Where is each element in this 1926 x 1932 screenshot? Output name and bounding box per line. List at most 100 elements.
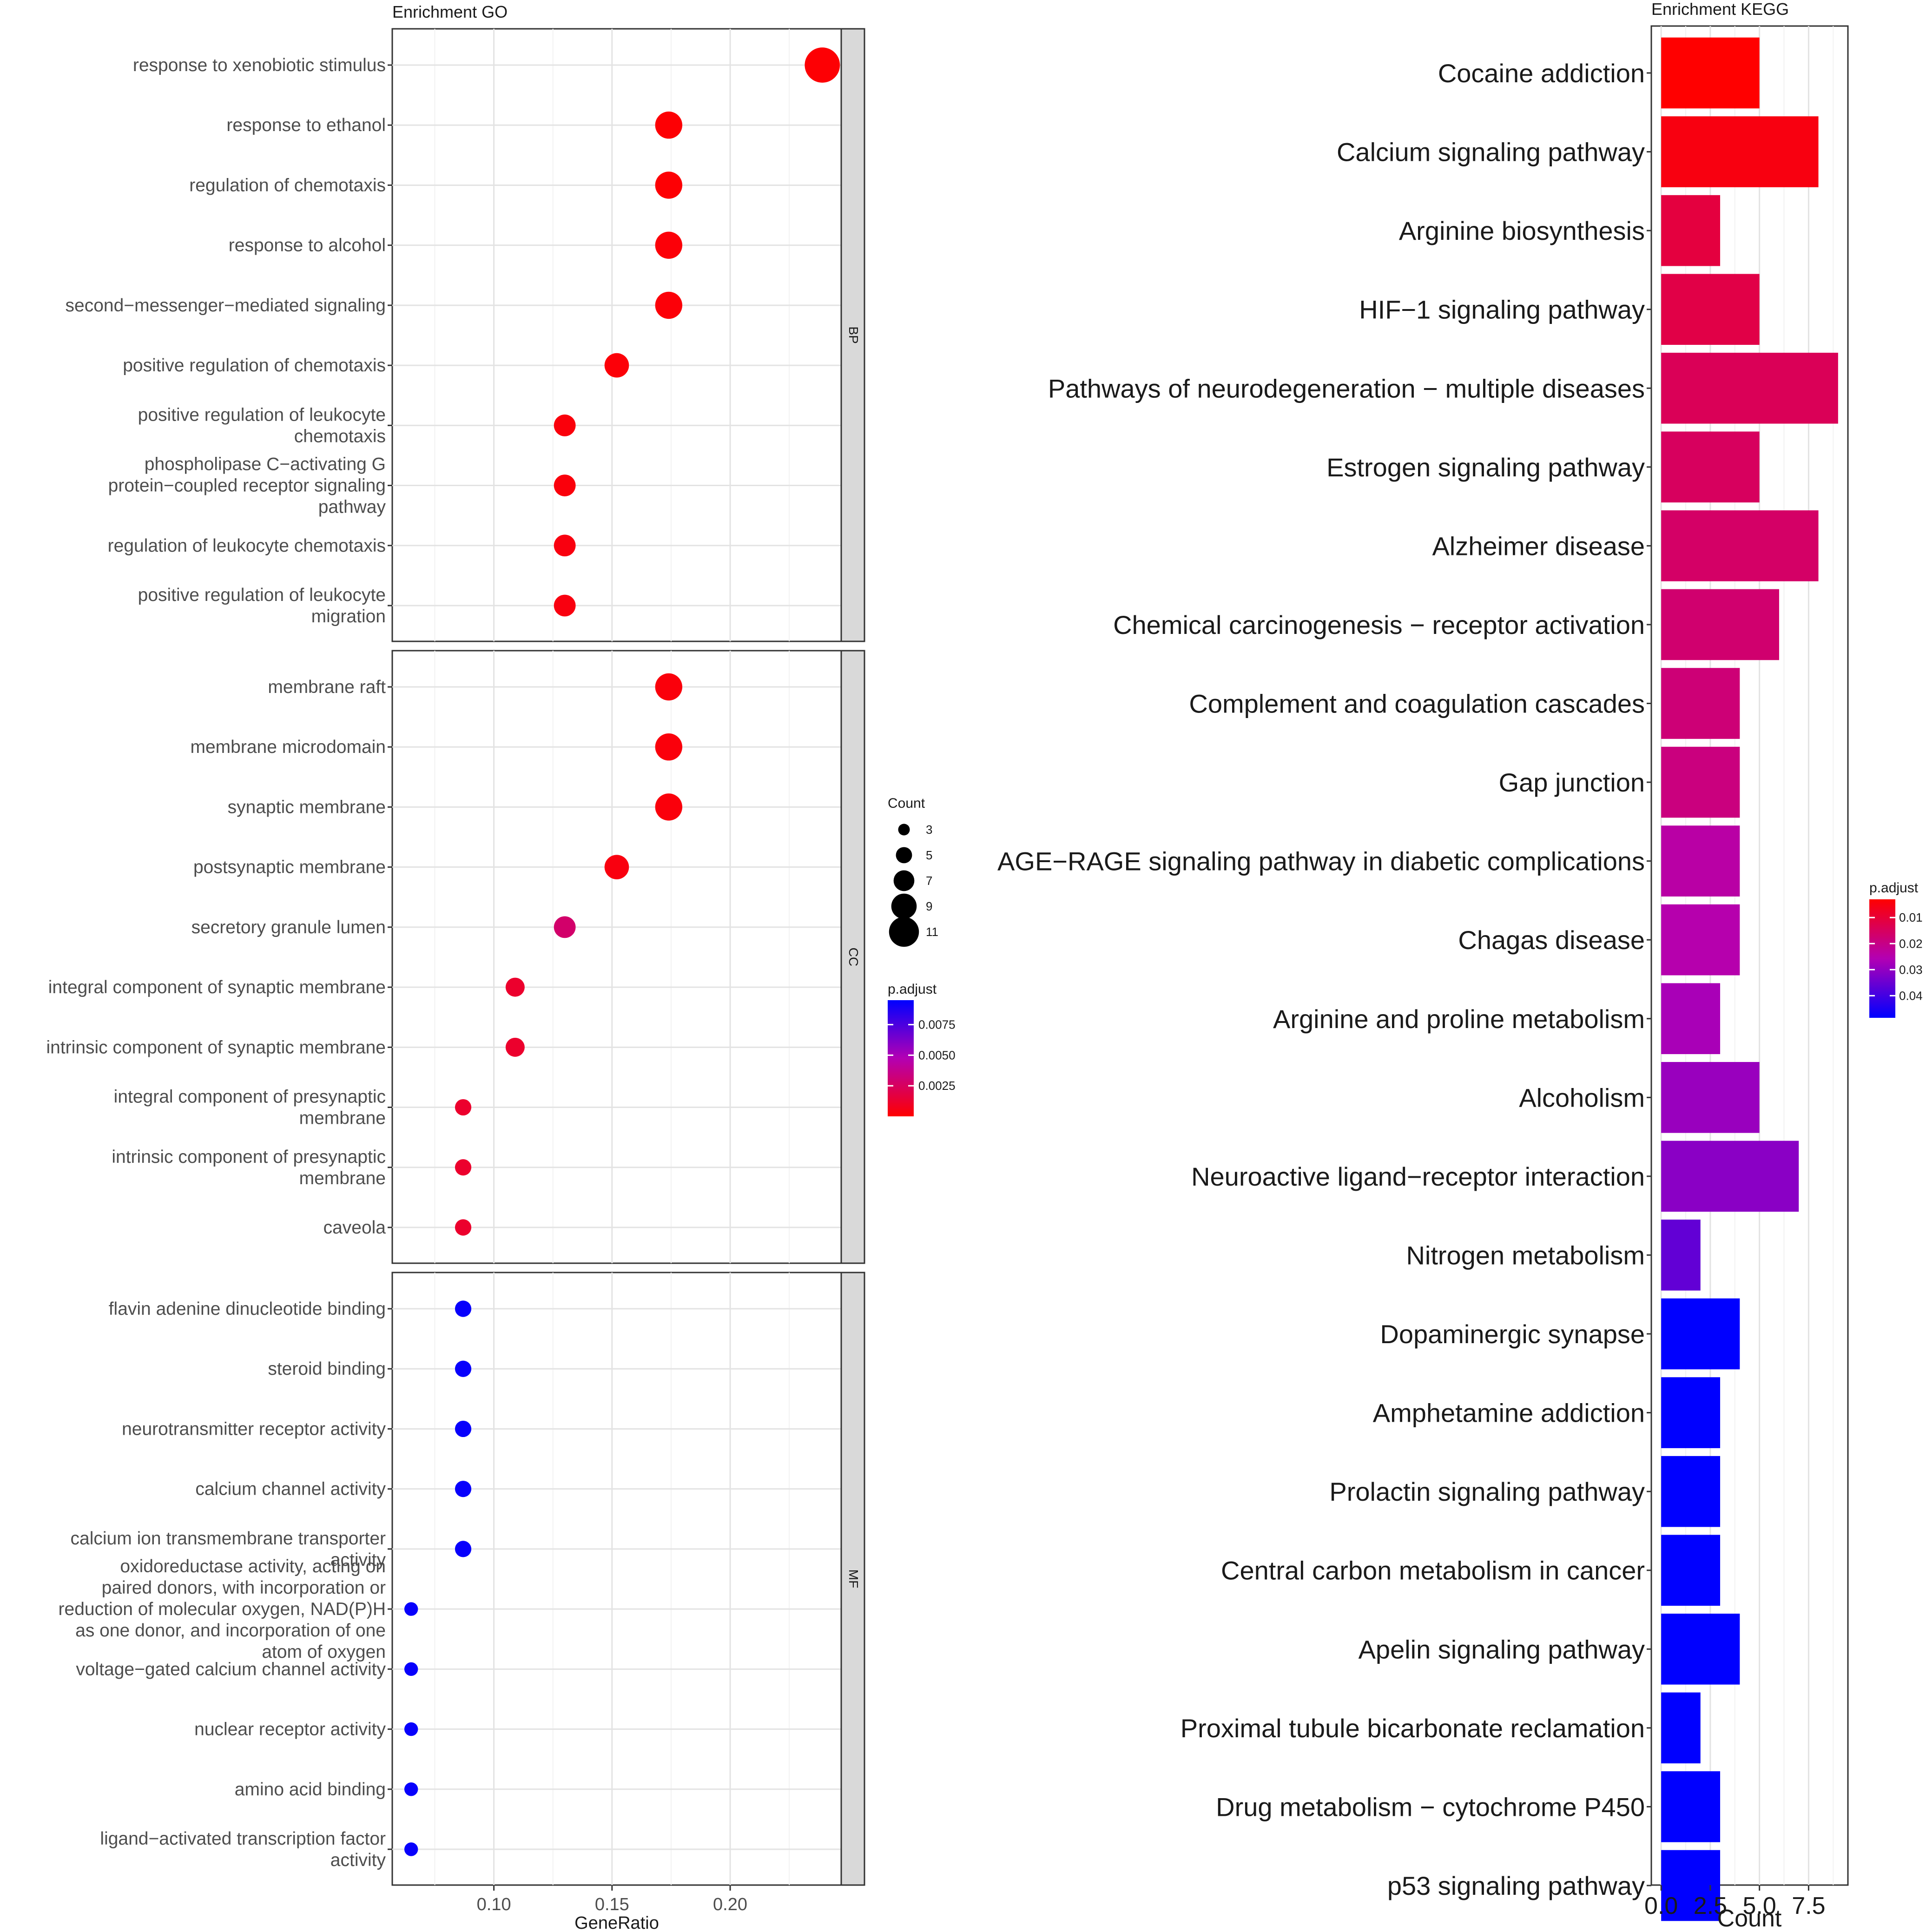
go-dots-bp <box>554 47 840 617</box>
go-dot <box>404 1842 418 1856</box>
go-dot <box>554 414 576 436</box>
kegg-category-label: Dopaminergic synapse <box>1380 1319 1645 1349</box>
kegg-bar <box>1661 116 1819 187</box>
go-color-legend-ticks: 0.0075 0.0050 0.0025 <box>888 1018 956 1093</box>
go-dot <box>655 112 683 139</box>
kegg-bar <box>1661 431 1760 503</box>
go-term-label: positive regulation of chemotaxis <box>123 356 386 376</box>
kegg-category-label: Arginine and proline metabolism <box>1273 1004 1645 1034</box>
go-term-label: amino acid binding <box>235 1780 386 1800</box>
go-dot <box>554 475 576 496</box>
go-term-label: membrane raft <box>268 677 386 697</box>
kegg-bar-chart: Enrichment KEGG Cocaine addiction Calcium… <box>997 0 1923 1932</box>
kegg-category-label: Gap junction <box>1499 768 1645 797</box>
go-term-label: neurotransmitter receptor activity <box>122 1419 386 1439</box>
go-color-legend-label: 0.0050 <box>918 1048 956 1062</box>
go-term-label: response to ethanol <box>226 115 386 135</box>
go-dots-cc <box>455 673 683 1236</box>
kegg-bar <box>1661 1141 1799 1212</box>
go-dot <box>455 1360 472 1377</box>
go-color-bar <box>888 1000 914 1116</box>
kegg-color-legend-label: 0.01 <box>1899 910 1923 924</box>
go-term-label: flavin adenine dinucleotide binding <box>109 1299 386 1319</box>
go-term-label: ligand−activated transcription factor act… <box>100 1829 386 1870</box>
kegg-x-tick-label: 7.5 <box>1792 1892 1825 1919</box>
go-size-legend-label: 9 <box>926 899 932 913</box>
kegg-x-axis-title: Count <box>1717 1905 1782 1932</box>
go-term-label: calcium ion transmembrane transporter act… <box>71 1529 386 1570</box>
kegg-category-label: Arginine biosynthesis <box>1399 216 1645 245</box>
go-size-legend-dot <box>898 824 910 836</box>
go-term-label: response to alcohol <box>229 236 386 256</box>
kegg-category-label: Neuroactive ligand−receptor interaction <box>1191 1162 1645 1191</box>
kegg-category-label: Central carbon metabolism in cancer <box>1221 1556 1645 1585</box>
go-dot <box>655 733 683 761</box>
go-dot-chart: Enrichment GO BP response to xenobiotic … <box>46 2 955 1932</box>
go-term-label: steroid binding <box>268 1359 386 1379</box>
go-term-label: positive regulation of leukocyte chemotax… <box>138 405 386 446</box>
go-dot <box>805 47 840 83</box>
kegg-bar <box>1661 1692 1701 1764</box>
go-term-label: regulation of leukocyte chemotaxis <box>108 536 386 556</box>
kegg-color-bar <box>1869 899 1895 1018</box>
go-dot <box>604 855 629 879</box>
kegg-bar <box>1661 1771 1721 1842</box>
kegg-category-label: Amphetamine addiction <box>1373 1398 1645 1428</box>
kegg-category-label: Apelin signaling pathway <box>1359 1635 1645 1664</box>
kegg-category-label: Alcoholism <box>1519 1083 1645 1112</box>
go-dot <box>655 673 683 701</box>
go-dot <box>554 594 576 617</box>
kegg-bar <box>1661 668 1740 739</box>
kegg-bar <box>1661 904 1740 976</box>
go-dot <box>655 171 683 199</box>
go-dot <box>604 353 629 378</box>
go-dot <box>455 1099 472 1116</box>
go-chart-title: Enrichment GO <box>392 2 508 21</box>
kegg-category-label: Complement and coagulation cascades <box>1189 689 1645 719</box>
kegg-bar <box>1661 1535 1721 1606</box>
kegg-color-legend-title: p.adjust <box>1869 880 1919 896</box>
go-dot <box>404 1782 418 1796</box>
go-strip-bp <box>840 28 865 642</box>
kegg-category-label: Pathways of neurodegeneration − multiple… <box>1048 374 1645 403</box>
go-panel-bp <box>391 28 842 642</box>
kegg-chart-title: Enrichment KEGG <box>1651 0 1789 19</box>
go-size-legend-title: Count <box>888 796 925 811</box>
go-term-label: response to xenobiotic stimulus <box>133 55 386 75</box>
go-strip-label-bp: BP <box>846 326 861 343</box>
kegg-category-label: Chemical carcinogenesis − receptor activ… <box>1113 610 1645 640</box>
go-strip-cc <box>840 650 865 1264</box>
kegg-color-legend-ticks: 0.01 0.02 0.03 0.04 <box>1869 910 1923 1002</box>
go-dot <box>404 1602 418 1616</box>
go-gridlines-cc <box>392 651 841 1263</box>
go-term-label: integral component of synaptic membrane <box>48 977 386 997</box>
go-dot <box>404 1662 418 1676</box>
go-x-axis: 0.10 0.15 0.20 <box>477 1885 747 1914</box>
go-size-legend-label: 3 <box>926 823 932 837</box>
go-term-label: synaptic membrane <box>228 797 386 817</box>
kegg-bar <box>1661 352 1838 424</box>
go-term-label: nuclear receptor activity <box>194 1720 386 1740</box>
kegg-color-legend-label: 0.02 <box>1899 936 1923 950</box>
go-term-label: calcium channel activity <box>195 1479 386 1499</box>
go-term-label: integral component of presynaptic membran… <box>114 1087 386 1128</box>
kegg-bar <box>1661 746 1740 818</box>
go-size-legend-label: 11 <box>926 925 938 939</box>
go-term-label: secretory granule lumen <box>191 917 386 937</box>
kegg-bar <box>1661 510 1819 581</box>
kegg-category-label: Estrogen signaling pathway <box>1326 453 1645 482</box>
go-dot <box>655 231 683 259</box>
go-term-label: postsynaptic membrane <box>193 857 386 877</box>
kegg-bar <box>1661 1062 1760 1133</box>
kegg-category-label: Prolactin signaling pathway <box>1329 1477 1645 1506</box>
go-color-legend-label: 0.0075 <box>918 1018 956 1032</box>
go-x-axis-title: GeneRatio <box>574 1913 659 1932</box>
kegg-color-legend-label: 0.04 <box>1899 989 1923 1002</box>
kegg-category-label: Calcium signaling pathway <box>1337 138 1645 167</box>
kegg-color-legend-label: 0.03 <box>1899 963 1923 976</box>
go-size-legend-dot <box>893 870 915 891</box>
go-term-label: caveola <box>323 1218 386 1238</box>
go-dot <box>455 1159 472 1176</box>
